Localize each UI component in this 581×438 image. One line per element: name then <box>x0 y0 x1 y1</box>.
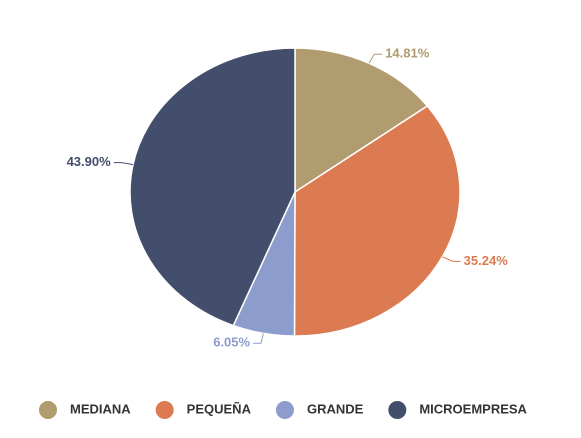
leader-line <box>113 162 134 166</box>
pie-slice <box>293 104 461 337</box>
data-label: 14.81% <box>385 46 430 61</box>
legend-marker <box>275 401 294 419</box>
leader-line <box>368 53 383 64</box>
legend-marker <box>388 401 407 419</box>
data-label: 43.90% <box>67 154 112 169</box>
pie-slice <box>294 47 429 194</box>
data-label: 35.24% <box>464 253 509 268</box>
legend-marker <box>39 401 57 419</box>
legend-label: MEDIANA <box>70 401 131 416</box>
leader-line <box>442 256 461 262</box>
pie-slice <box>129 47 296 327</box>
legend-label: PEQUEÑA <box>187 401 252 416</box>
legend-label: MICROEMPRESA <box>419 401 527 416</box>
legend-label: GRANDE <box>307 401 364 416</box>
data-label: 6.05% <box>213 335 250 350</box>
legend-marker <box>155 401 174 419</box>
leader-line <box>253 333 264 344</box>
